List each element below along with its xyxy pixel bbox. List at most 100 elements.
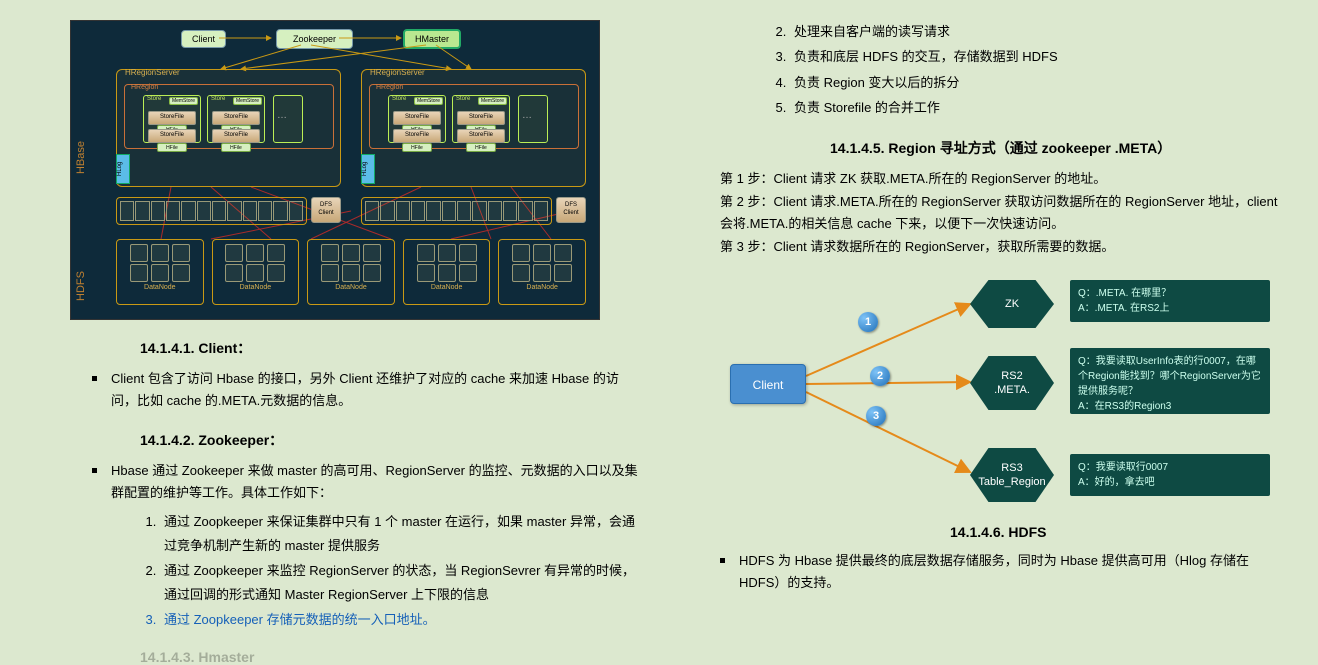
section-hmaster-title: 14.1.4.3. Hmaster — [140, 649, 640, 665]
hfile-label: HFile — [402, 143, 432, 152]
list-item: 负责 Storefile 的合并工作 — [790, 96, 1278, 119]
store-label: Store — [392, 96, 406, 102]
storefile-label: StoreFile — [469, 114, 493, 120]
list-item: 负责和底层 HDFS 的交互，存储数据到 HDFS — [790, 45, 1278, 68]
hlog-box: HLog — [116, 154, 130, 184]
datanode: DataNode — [498, 239, 586, 305]
ellipsis: … — [277, 110, 287, 121]
client-bullet-text: Client 包含了访问 Hbase 的接口，另外 Client 还维护了对应的… — [111, 368, 640, 412]
chip-zookeeper: Zookeeper — [276, 29, 353, 49]
store-label: Store — [147, 96, 161, 102]
storefile-box: StoreFile HFile — [393, 111, 441, 125]
datanode: DataNode — [212, 239, 300, 305]
list-item: 通过 Zoopkeeper 来监控 RegionServer 的状态，当 Reg… — [160, 559, 640, 606]
storefile-label: StoreFile — [405, 114, 429, 120]
store-box: Store MemStore StoreFile HFile StoreFile… — [143, 95, 201, 143]
right-column: 处理来自客户端的读写请求 负责和底层 HDFS 的交互，存储数据到 HDFS 负… — [660, 0, 1318, 650]
datanode: DataNode — [403, 239, 491, 305]
storefile-label: StoreFile — [469, 132, 493, 138]
hregion-label: HRegion — [131, 84, 158, 91]
storefile-box: StoreFile HFile — [212, 129, 260, 143]
arch-label-hdfs: HDFS — [75, 271, 87, 301]
client-bullet: Client 包含了访问 Hbase 的接口，另外 Client 还维护了对应的… — [92, 368, 640, 412]
storefile-box: StoreFile HFile — [393, 129, 441, 143]
top-numbered-list: 处理来自客户端的读写请求 负责和底层 HDFS 的交互，存储数据到 HDFS 负… — [790, 20, 1278, 120]
storefile-label: StoreFile — [160, 132, 184, 138]
hregion-box: HRegion Store MemStore StoreFile HFile S… — [369, 84, 579, 149]
qa2-a: A：在RS3的Region3 — [1078, 399, 1262, 414]
hregionserver-left: HRegionServer HLog HRegion Store MemStor… — [116, 69, 341, 187]
dfs-client: DFS Client — [311, 197, 341, 223]
datanode: DataNode — [116, 239, 204, 305]
bullet-icon — [720, 558, 725, 563]
rs2-label-b: .META. — [994, 383, 1030, 397]
store-box: Store MemStore StoreFile HFile StoreFile… — [207, 95, 265, 143]
chip-hmaster: HMaster — [403, 29, 461, 49]
memstore-label: MemStore — [169, 97, 198, 105]
badge-3: 3 — [866, 406, 886, 426]
hregion-box: HRegion Store MemStore StoreFile HFile S… — [124, 84, 334, 149]
memstore-label: MemStore — [233, 97, 262, 105]
datanode-label: DataNode — [144, 284, 176, 291]
datanode-label: DataNode — [240, 284, 272, 291]
memstore-label: MemStore — [414, 97, 443, 105]
storefile-label: StoreFile — [160, 114, 184, 120]
storefile-box: StoreFile HFile — [148, 129, 196, 143]
rs2-label-a: RS2 — [1001, 369, 1022, 383]
rs3-label-b: Table_Region — [978, 475, 1045, 489]
step-1: 第 1 步：Client 请求 ZK 获取.META.所在的 RegionSer… — [720, 168, 1278, 190]
left-column: HBase HDFS Client Zookeeper HMaster — [0, 0, 660, 650]
datanode-label: DataNode — [526, 284, 558, 291]
storefile-label: StoreFile — [224, 114, 248, 120]
datanode: DataNode — [307, 239, 395, 305]
list-item: 处理来自客户端的读写请求 — [790, 20, 1278, 43]
qa2-q: Q：我要读取UserInfo表的行0007，在哪个Region能找到？哪个Reg… — [1078, 354, 1262, 399]
rs3-label-a: RS3 — [1001, 461, 1022, 475]
flow-client-box: Client — [730, 364, 806, 404]
hlog-box: HLog — [361, 154, 375, 184]
hregionserver-label: HRegionServer — [125, 68, 180, 77]
hregionserver-right: HRegionServer HLog HRegion Store MemStor… — [361, 69, 586, 187]
datanode-label: DataNode — [335, 284, 367, 291]
hdfs-bullet-text: HDFS 为 Hbase 提供最终的底层数据存储服务，同时为 Hbase 提供高… — [739, 550, 1278, 594]
store-label: Store — [211, 96, 225, 102]
badge-1: 1 — [858, 312, 878, 332]
datanode-label: DataNode — [431, 284, 463, 291]
store-box: Store MemStore StoreFile HFile StoreFile… — [388, 95, 446, 143]
storefile-label: StoreFile — [224, 132, 248, 138]
storefile-label: StoreFile — [405, 132, 429, 138]
hfile-label: HFile — [466, 143, 496, 152]
bullet-icon — [92, 376, 97, 381]
dfs-client: DFS Client — [556, 197, 586, 223]
section-client-title: 14.1.4.1. Client： — [140, 338, 640, 358]
hregion-label: HRegion — [376, 84, 403, 91]
hdfs-bullet: HDFS 为 Hbase 提供最终的底层数据存储服务，同时为 Hbase 提供高… — [720, 550, 1278, 594]
qa-box-1: Q：.META. 在哪里？ A：.META. 在RS2上 — [1070, 280, 1270, 322]
list-item: 通过 Zoopkeeper 来保证集群中只有 1 个 master 在运行，如果… — [160, 510, 640, 557]
zookeeper-list: 通过 Zoopkeeper 来保证集群中只有 1 个 master 在运行，如果… — [160, 510, 640, 631]
qa1-q: Q：.META. 在哪里？ — [1078, 286, 1262, 301]
step-2: 第 2 步：Client 请求.META.所在的 RegionServer 获取… — [720, 191, 1278, 235]
hfile-label: HFile — [221, 143, 251, 152]
slots — [361, 197, 552, 225]
qa-box-3: Q：我要读取行0007 A：好的，拿去吧 — [1070, 454, 1270, 496]
qa-box-2: Q：我要读取UserInfo表的行0007，在哪个Region能找到？哪个Reg… — [1070, 348, 1270, 414]
datanode-row: DataNode DataNode DataNode DataNode Data — [116, 239, 586, 305]
qa3-q: Q：我要读取行0007 — [1078, 460, 1262, 475]
region-addressing-flow-diagram: Client ZK RS2 .META. RS3 Table_Region Q：… — [720, 276, 1280, 506]
arch-top-row: Client Zookeeper HMaster — [181, 29, 461, 49]
store-box: Store MemStore StoreFile HFile StoreFile… — [452, 95, 510, 143]
arch-label-hbase: HBase — [75, 141, 87, 174]
midbar-right: DFS Client — [361, 197, 586, 225]
list-item-link[interactable]: 通过 Zoopkeeper 存储元数据的统一入口地址。 — [160, 608, 640, 631]
slots — [116, 197, 307, 225]
qa3-a: A：好的，拿去吧 — [1078, 475, 1262, 490]
midbar-left: DFS Client — [116, 197, 341, 225]
chip-client: Client — [181, 30, 226, 48]
section-zookeeper-title: 14.1.4.2. Zookeeper： — [140, 430, 640, 450]
hbase-architecture-diagram: HBase HDFS Client Zookeeper HMaster — [70, 20, 600, 320]
step-3: 第 3 步：Client 请求数据所在的 RegionServer，获取所需要的… — [720, 236, 1278, 258]
section-region-addressing-title: 14.1.4.5. Region 寻址方式（通过 zookeeper .META… — [830, 138, 1278, 158]
zookeeper-bullet: Hbase 通过 Zookeeper 来做 master 的高可用、Region… — [92, 460, 640, 504]
memstore-label: MemStore — [478, 97, 507, 105]
